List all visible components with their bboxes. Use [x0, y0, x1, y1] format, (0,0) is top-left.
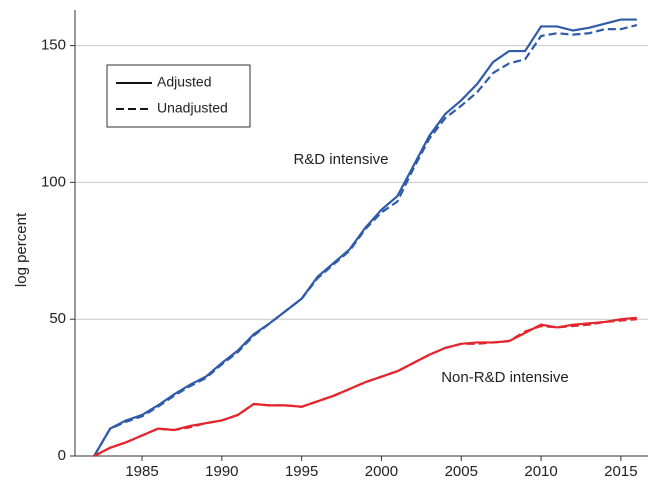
data-line: [93, 318, 637, 457]
data-line: [93, 23, 638, 457]
legend-label: Adjusted: [157, 74, 211, 90]
data-line: [93, 316, 637, 457]
x-tick-label: 2005: [445, 463, 478, 480]
annotation: R&D intensive: [293, 151, 388, 168]
y-tick-label: 0: [58, 447, 66, 464]
x-tick-label: 1995: [285, 463, 318, 480]
y-tick-label: 100: [41, 173, 66, 190]
x-tick-label: 2015: [604, 463, 637, 480]
legend-label: Unadjusted: [157, 100, 228, 116]
legend-box: [106, 64, 251, 128]
x-tick-label: 1985: [125, 463, 158, 480]
x-tick-label: 2000: [365, 463, 398, 480]
annotation: Non-R&D intensive: [441, 369, 569, 386]
x-tick-label: 2010: [524, 463, 557, 480]
x-tick-label: 1990: [205, 463, 238, 480]
y-tick-label: 150: [41, 37, 66, 54]
y-tick-label: 50: [49, 310, 66, 327]
y-axis-label: log percent: [13, 212, 30, 287]
